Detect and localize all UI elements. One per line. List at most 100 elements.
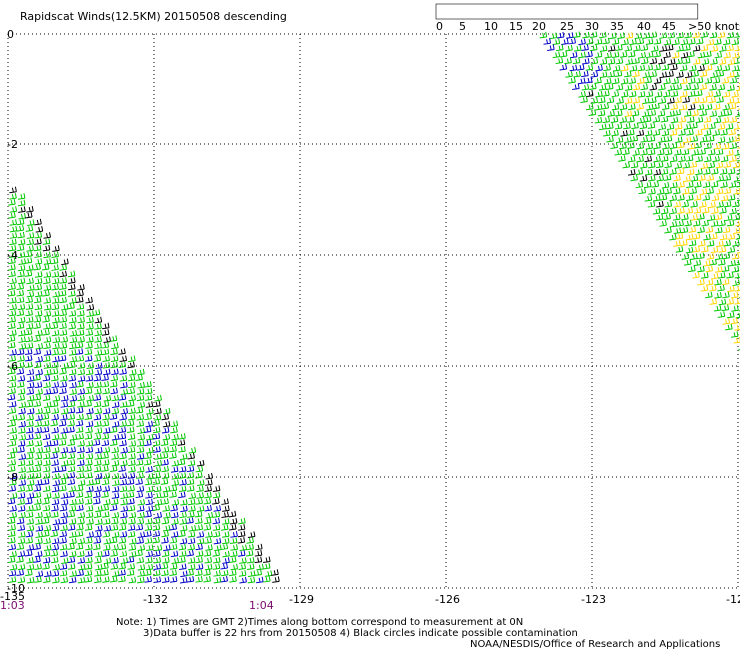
- wind-barb: [723, 239, 731, 247]
- wind-barb: [715, 187, 724, 195]
- wind-barb: [60, 413, 68, 421]
- wind-barb: [92, 309, 101, 316]
- wind-barb: [95, 524, 103, 532]
- wind-barb: [700, 44, 709, 52]
- wind-barb: [195, 563, 204, 570]
- wind-barb: [25, 316, 34, 324]
- wind-barb: [700, 31, 709, 39]
- wind-barb: [695, 155, 703, 163]
- wind-barb: [153, 400, 161, 408]
- wind-barb: [585, 38, 594, 45]
- wind-barb: [170, 504, 178, 512]
- wind-barb: [67, 426, 75, 433]
- wind-barb: [186, 517, 194, 524]
- wind-barb: [647, 200, 656, 208]
- wind-barb: [127, 498, 135, 505]
- wind-barb: [687, 50, 695, 58]
- wind-barb: [35, 570, 44, 578]
- wind-barb: [705, 291, 713, 299]
- wind-barb: [594, 51, 603, 58]
- wind-barb: [669, 207, 677, 215]
- wind-barb: [229, 537, 238, 544]
- wind-barb: [144, 530, 152, 538]
- wind-barb: [678, 155, 686, 163]
- wind-barb: [644, 168, 653, 176]
- wind-barb: [677, 181, 685, 188]
- wind-barb: [60, 459, 69, 467]
- wind-barb: [239, 544, 248, 552]
- wind-barb: [9, 446, 18, 454]
- wind-barb: [137, 544, 146, 552]
- wind-barb: [51, 498, 60, 506]
- wind-barb: [637, 90, 646, 98]
- wind-barb: [59, 283, 67, 291]
- wind-barb: [616, 97, 624, 105]
- wind-barb: [180, 570, 188, 578]
- wind-barb: [35, 368, 43, 376]
- wind-barb: [68, 368, 77, 376]
- wind-barb: [43, 310, 52, 317]
- wind-barb: [93, 465, 102, 473]
- wind-barb: [9, 277, 17, 285]
- wind-barb: [35, 388, 43, 395]
- wind-barb: [179, 524, 188, 532]
- wind-barb: [76, 296, 84, 304]
- wind-barb: [645, 90, 654, 98]
- wind-barb: [196, 531, 205, 538]
- wind-barb: [674, 96, 682, 104]
- wind-barb: [624, 44, 633, 52]
- wind-barb: [671, 51, 680, 59]
- wind-barb: [8, 459, 17, 466]
- wind-barb: [58, 354, 67, 362]
- wind-barb: [34, 420, 43, 428]
- wind-barb: [119, 478, 128, 486]
- wind-barb: [33, 335, 41, 342]
- wind-barb: [126, 556, 135, 563]
- wind-barb: [734, 123, 740, 130]
- wind-barb: [717, 272, 726, 279]
- wind-barb: [196, 505, 205, 512]
- wind-barb: [127, 472, 136, 479]
- wind-barb: [549, 32, 558, 40]
- wind-barb: [264, 570, 273, 577]
- wind-barb: [33, 244, 42, 252]
- wind-barb: [732, 279, 740, 287]
- wind-barb: [676, 167, 685, 175]
- wind-barb: [213, 576, 222, 584]
- wind-barb: [68, 374, 77, 382]
- wind-barb: [666, 70, 674, 78]
- wind-barb: [687, 116, 695, 123]
- wind-barb: [162, 505, 170, 512]
- wind-barb: [615, 44, 623, 51]
- wind-barb: [719, 45, 727, 52]
- wind-barb: [658, 57, 666, 65]
- wind-barb: [179, 576, 188, 584]
- wind-barb: [18, 420, 26, 428]
- wind-barb: [721, 116, 730, 124]
- wind-barb: [17, 388, 26, 395]
- wind-barb: [179, 453, 188, 461]
- wind-barb: [153, 569, 161, 577]
- wind-barb: [94, 563, 103, 571]
- wind-barb: [160, 562, 169, 570]
- wind-barb: [76, 433, 84, 440]
- wind-barb: [171, 472, 180, 480]
- wind-barb: [26, 544, 35, 551]
- wind-barb: [86, 323, 94, 330]
- wind-barb: [539, 31, 548, 39]
- wind-speed-legend: 0 5 10 15 20 25 30 35 40 45 >50 knots: [435, 3, 740, 33]
- x-tick-label: -135: [0, 590, 25, 603]
- wind-barb: [630, 161, 639, 169]
- wind-barb: [699, 70, 708, 77]
- wind-barb: [68, 283, 76, 291]
- wind-barb: [128, 518, 136, 525]
- wind-barb: [25, 335, 34, 343]
- wind-barb: [34, 550, 43, 558]
- wind-barb: [24, 270, 33, 277]
- wind-barb: [51, 251, 59, 258]
- wind-barb: [86, 394, 94, 402]
- wind-barb: [732, 200, 740, 208]
- wind-barb: [713, 142, 722, 150]
- wind-barb: [615, 109, 623, 117]
- wind-barb: [620, 77, 629, 85]
